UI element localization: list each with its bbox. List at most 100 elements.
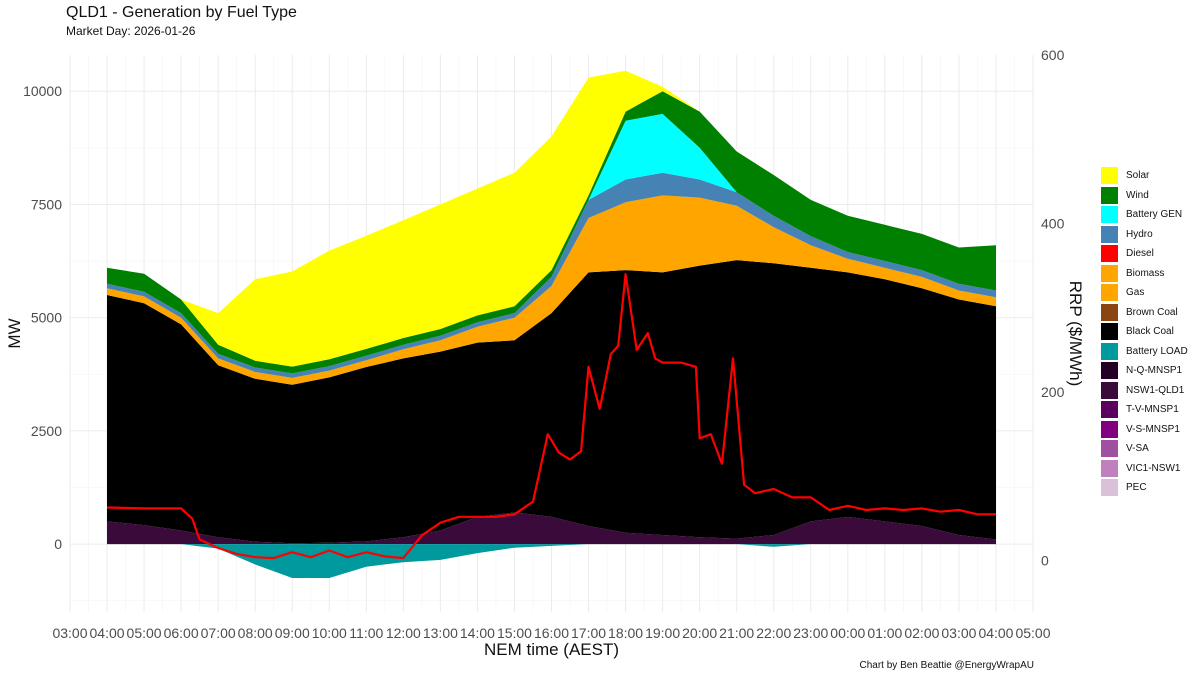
legend-swatch [1101,245,1118,263]
x-tick-label: 00:00 [830,625,865,641]
x-tick-label: 17:00 [571,625,606,641]
x-tick-label: 03:00 [52,625,87,641]
legend-label: N-Q-MNSP1 [1126,365,1183,377]
x-tick-label: 19:00 [645,625,680,641]
y2-tick-label: 600 [1041,47,1065,63]
chart-subtitle: Market Day: 2026-01-26 [66,24,196,38]
legend-swatch [1101,342,1118,360]
price-line [106,273,996,560]
x-tick-label: 05:00 [127,625,162,641]
x-axis-label: NEM time (AEST) [484,640,619,659]
x-tick-label: 13:00 [423,625,458,641]
y2-tick-label: 200 [1041,384,1065,400]
legend-label: Solar [1126,170,1150,182]
legend-item-gas: Gas [1101,283,1188,303]
legend-swatch [1101,459,1118,477]
legend-label: Biomass [1126,267,1165,279]
area-hydro [107,172,996,378]
legend-label: Black Coal [1126,326,1174,338]
x-tick-label: 15:00 [497,625,532,641]
y2-axis-label: RRP ($/MWh) [1066,281,1085,386]
legend-label: VIC1-NSW1 [1126,462,1181,474]
x-tick-label: 11:00 [349,625,383,641]
legend-label: Diesel [1126,248,1154,260]
y-axis-label: MW [5,318,24,348]
x-tick-label: 02:00 [904,625,939,641]
y-tick-label: 7500 [31,196,62,212]
x-tick-label: 16:00 [534,625,569,641]
x-tick-label: 10:00 [312,625,347,641]
area-nsw1-qld1 [107,512,996,545]
y-tick-label: 10000 [23,83,62,99]
x-tick-label: 18:00 [608,625,643,641]
legend-label: T-V-MNSP1 [1126,404,1179,416]
legend-item-v-s-mnsp1: V-S-MNSP1 [1101,420,1188,440]
legend-item-battery-load: Battery LOAD [1101,342,1188,362]
x-tick-label: 20:00 [682,625,717,641]
area-gas [107,195,996,385]
legend-swatch [1101,186,1118,204]
chart-legend: Solar Wind Battery GEN Hydro Diesel Biomass Ga… [1101,166,1188,498]
legend-swatch [1101,381,1118,399]
legend-swatch [1101,479,1118,497]
legend-label: Brown Coal [1126,306,1178,318]
legend-label: Wind [1126,189,1149,201]
x-tick-label: 09:00 [275,625,310,641]
legend-label: Battery LOAD [1126,345,1188,357]
legend-swatch [1101,206,1118,224]
legend-item-battery-gen: Battery GEN [1101,205,1188,225]
legend-label: Gas [1126,287,1145,299]
area-solar [107,70,996,367]
legend-label: NSW1-QLD1 [1126,384,1185,396]
legend-swatch [1101,323,1118,341]
legend-swatch [1101,420,1118,438]
legend-item-nsw1-qld1: NSW1-QLD1 [1101,381,1188,401]
x-tick-label: 08:00 [238,625,273,641]
x-tick-label: 01:00 [867,625,902,641]
legend-item-t-v-mnsp1: T-V-MNSP1 [1101,400,1188,420]
x-tick-label: 07:00 [201,625,236,641]
x-tick-label: 14:00 [460,625,495,641]
chart-title: QLD1 - Generation by Fuel Type [66,4,297,21]
area-wind [107,91,996,374]
legend-swatch [1101,225,1118,243]
x-tick-label: 04:00 [90,625,125,641]
legend-label: V-SA [1126,443,1149,455]
x-tick-label: 06:00 [164,625,199,641]
x-tick-label: 04:00 [978,625,1013,641]
legend-item-brown-coal: Brown Coal [1101,303,1188,323]
y2-tick-label: 400 [1041,216,1065,232]
legend-item-n-q-mnsp1: N-Q-MNSP1 [1101,361,1188,381]
legend-item-diesel: Diesel [1101,244,1188,264]
legend-item-v-sa: V-SA [1101,439,1188,459]
legend-swatch [1101,284,1118,302]
legend-label: V-S-MNSP1 [1126,423,1180,435]
legend-swatch [1101,362,1118,380]
legend-label: Hydro [1126,228,1153,240]
x-tick-label: 22:00 [756,625,791,641]
x-tick-label: 05:00 [1015,625,1050,641]
x-tick-label: 23:00 [793,625,828,641]
y2-tick-label: 0 [1041,553,1049,569]
legend-swatch [1101,303,1118,321]
area-battery-load [107,544,996,578]
legend-label: PEC [1126,482,1147,494]
legend-swatch [1101,401,1118,419]
x-tick-label: 03:00 [941,625,976,641]
legend-label: Battery GEN [1126,209,1183,221]
legend-item-biomass: Biomass [1101,264,1188,284]
legend-swatch [1101,167,1118,185]
chart-caption: Chart by Ben Beattie @EnergyWrapAU [859,660,1035,671]
x-tick-label: 21:00 [719,625,754,641]
legend-item-wind: Wind [1101,186,1188,206]
x-tick-label: 12:00 [386,625,421,641]
legend-item-black-coal: Black Coal [1101,322,1188,342]
legend-item-hydro: Hydro [1101,225,1188,245]
y-tick-label: 0 [54,536,62,552]
y-tick-label: 5000 [31,310,62,326]
legend-item-pec: PEC [1101,478,1188,498]
legend-swatch [1101,440,1118,458]
legend-item-solar: Solar [1101,166,1188,186]
legend-item-vic1-nsw1: VIC1-NSW1 [1101,459,1188,479]
